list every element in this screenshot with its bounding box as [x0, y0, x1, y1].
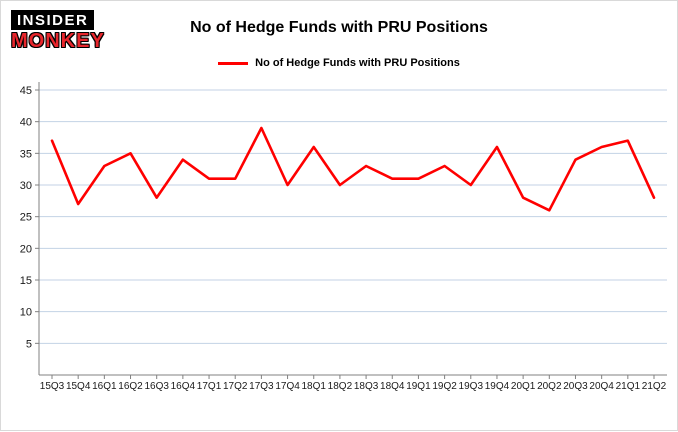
series-line — [50, 126, 656, 212]
x-tick-label: 19Q2 — [432, 381, 457, 392]
y-tick-label: 40 — [20, 117, 32, 129]
x-tick-label: 16Q2 — [118, 381, 143, 392]
legend-label: No of Hedge Funds with PRU Positions — [255, 57, 460, 69]
logo-insider-text: INSIDER — [11, 10, 95, 30]
y-tick-label: 35 — [20, 148, 32, 160]
y-tick-label: 5 — [26, 338, 32, 350]
x-tick-label: 16Q3 — [144, 381, 169, 392]
x-tick-label: 15Q4 — [66, 381, 91, 392]
x-tick-label: 20Q3 — [563, 381, 588, 392]
chart-area: 5 10 15 20 25 30 35 40 45 15Q3 15Q4 16Q1 16Q2 16Q3 16Q… — [1, 76, 678, 432]
x-tick-label: 20Q1 — [511, 381, 536, 392]
x-tick-label: 15Q3 — [40, 381, 65, 392]
x-tick-label: 17Q4 — [275, 381, 300, 392]
chart-title: No of Hedge Funds with PRU Positions — [190, 19, 488, 36]
x-tick-label: 18Q1 — [302, 381, 327, 392]
x-tick-label: 16Q4 — [171, 381, 196, 392]
x-tick-label: 16Q1 — [92, 381, 117, 392]
x-tick-label: 19Q1 — [406, 381, 431, 392]
x-tick-label: 18Q2 — [328, 381, 353, 392]
x-tick-label: 17Q3 — [249, 381, 274, 392]
y-tick-label: 10 — [20, 307, 32, 319]
insider-monkey-logo: INSIDER MONKEY — [11, 10, 105, 51]
legend-line-swatch — [218, 61, 249, 65]
x-tick-label: 21Q1 — [616, 381, 641, 392]
x-tick-label: 17Q1 — [197, 381, 222, 392]
y-tick-label: 25 — [20, 212, 32, 224]
y-tick-label: 20 — [20, 243, 32, 255]
x-tick-label: 19Q3 — [459, 381, 484, 392]
x-tick-label: 20Q2 — [537, 381, 562, 392]
chart-svg: 5 10 15 20 25 30 35 40 45 15Q3 15Q4 16Q1 16Q2 16Q3 16Q… — [20, 82, 667, 392]
x-tick-label: 18Q4 — [380, 381, 405, 392]
x-tick-label: 21Q2 — [642, 381, 667, 392]
x-tick-label: 20Q4 — [589, 381, 614, 392]
legend: No of Hedge Funds with PRU Positions — [1, 57, 677, 69]
x-tick-label: 19Q4 — [485, 381, 510, 392]
x-tick-label: 18Q3 — [354, 381, 379, 392]
y-tick-label: 15 — [20, 275, 32, 287]
x-tick-label: 17Q2 — [223, 381, 248, 392]
y-tick-label: 30 — [20, 180, 32, 192]
y-tick-label: 45 — [20, 85, 32, 97]
logo-monkey-text: MONKEY — [11, 30, 105, 52]
